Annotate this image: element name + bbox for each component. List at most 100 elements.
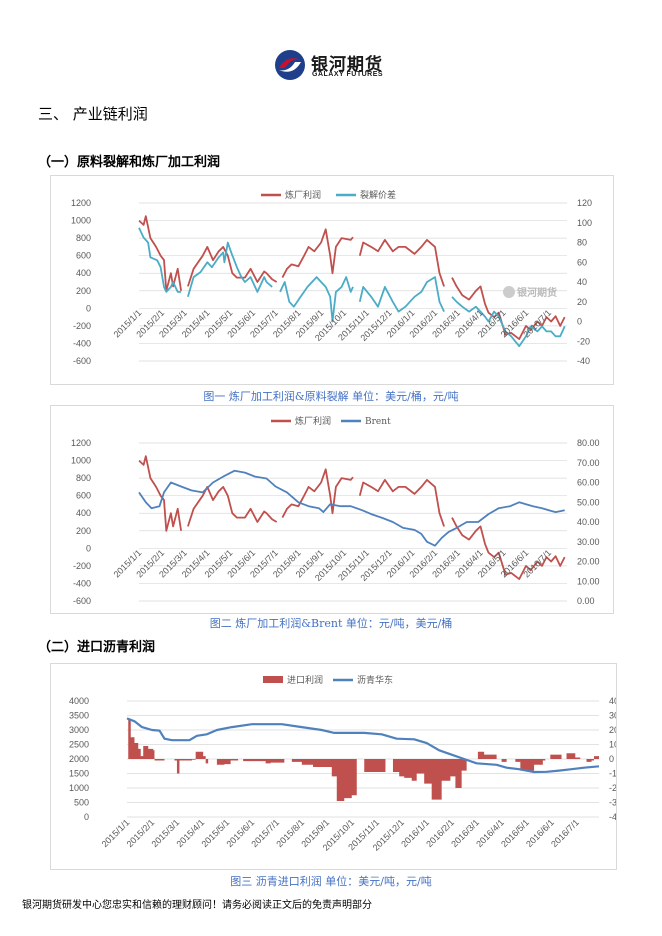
series-line-2 <box>451 296 566 348</box>
footer-disclaimer: 银河期货研发中心您忠实和信赖的理财顾问！请务必阅读正文后的免责声明部分 <box>22 900 372 911</box>
legend-label: 裂解价差 <box>360 189 396 201</box>
import-profit-bars <box>566 753 599 762</box>
y-right-tick-label: 0 <box>577 317 582 327</box>
y-left-tick-label: 1000 <box>71 216 91 226</box>
y-left-tick-label: 600 <box>76 251 91 261</box>
y-left-tick-label: 3000 <box>69 725 89 735</box>
y-left-tick-label: 0 <box>84 812 89 822</box>
watermark-text: 银河期货 <box>517 286 557 299</box>
series-line-1 <box>138 455 182 532</box>
y-left-tick-label: 1200 <box>71 438 91 448</box>
section-title: 三、 产业链利润 <box>38 105 148 123</box>
chart-3-box: 4000350030002500200015001000500040030020… <box>50 663 627 870</box>
y-left-tick-label: 1200 <box>71 198 91 208</box>
import-profit-bars <box>243 759 285 764</box>
series-line-1 <box>138 215 182 292</box>
import-profit-bars <box>477 751 507 762</box>
y-left-tick-label: -400 <box>73 578 91 588</box>
y-right-tick-label: 60.00 <box>577 478 600 488</box>
legend-label: 进口利润 <box>287 674 323 686</box>
subsection-title-2: （二）进口沥青利润 <box>38 640 156 655</box>
legend-label: Brent <box>365 417 391 427</box>
y-right-tick-label: 30.00 <box>577 537 600 547</box>
y-left-tick-label: 1500 <box>69 769 89 779</box>
y-left-tick-label: 200 <box>76 526 91 536</box>
y-right-tick-label: 80.00 <box>577 438 600 448</box>
y-right-tick-label: 200 <box>609 725 616 735</box>
y-left-tick-label: 400 <box>76 268 91 278</box>
y-right-tick-label: 20 <box>577 297 587 307</box>
y-left-tick-label: 800 <box>76 233 91 243</box>
series-line-1 <box>358 239 445 287</box>
series-line-2 <box>126 717 600 774</box>
chart-3-caption: 图三 沥青进口利润 单位：美元/吨，元/吨 <box>230 875 432 888</box>
series-line-2 <box>138 469 565 547</box>
y-left-tick-label: 0 <box>86 303 91 313</box>
y-right-tick-label: 50.00 <box>577 497 600 507</box>
y-right-tick-label: -40 <box>577 356 590 366</box>
galaxy-futures-logo: 银河期货 GALAXY FUTURES <box>273 48 403 82</box>
import-profit-bars <box>216 759 239 765</box>
series-line-1 <box>451 517 566 581</box>
chart-3-asphalt-import: 4000350030002500200015001000500040030020… <box>69 674 627 853</box>
series-line-1 <box>281 468 354 519</box>
y-left-tick-label: 600 <box>76 491 91 501</box>
y-right-tick-label: 60 <box>577 257 587 267</box>
import-profit-bars <box>364 759 386 773</box>
import-profit-bars <box>128 719 165 761</box>
y-right-tick-label: 40.00 <box>577 517 600 527</box>
series-line-1 <box>187 246 278 287</box>
y-left-tick-label: 4000 <box>69 696 89 706</box>
series-line-2 <box>187 241 273 298</box>
y-right-tick-label: 0 <box>609 754 614 764</box>
y-left-tick-label: 500 <box>74 798 89 808</box>
y-right-tick-label: -100 <box>609 769 616 779</box>
y-left-tick-label: -200 <box>73 321 91 331</box>
series-line-1 <box>281 228 354 279</box>
y-right-tick-label: -20 <box>577 336 590 346</box>
legend-label: 沥青华东 <box>357 674 393 686</box>
y-right-tick-label: 100 <box>609 740 616 750</box>
series-line-2 <box>358 276 445 313</box>
y-right-tick-label: 80 <box>577 238 587 248</box>
import-profit-bars <box>291 759 357 802</box>
subsection-title-1: （一）原料裂解和炼厂加工利润 <box>38 155 221 170</box>
y-right-tick-label: 120 <box>577 198 592 208</box>
series-line-2 <box>279 276 354 323</box>
series-line-1 <box>358 479 445 527</box>
y-right-tick-label: 70.00 <box>577 458 600 468</box>
chart-1-caption: 图一 炼厂加工利润&原料裂解 单位：美元/桶，元/吨 <box>203 390 459 403</box>
logo-en-text: GALAXY FUTURES <box>312 71 384 78</box>
y-left-tick-label: 1000 <box>71 456 91 466</box>
y-right-tick-label: -400 <box>609 812 616 822</box>
y-right-tick-label: 0.00 <box>577 596 595 606</box>
x-tick-label: 2016/7/1 <box>549 817 581 849</box>
y-left-tick-label: 2500 <box>69 740 89 750</box>
import-profit-bars <box>515 757 546 771</box>
y-right-tick-label: 100 <box>577 218 592 228</box>
chart-2-box: 1200 1000 800 600 400 200 0 -200 -400 -600 80.00 70… <box>50 405 614 614</box>
series-line-2 <box>138 227 182 293</box>
y-right-tick-label: -200 <box>609 783 616 793</box>
y-left-tick-label: 3500 <box>69 711 89 721</box>
y-left-tick-label: 1000 <box>69 783 89 793</box>
import-profit-bars <box>392 759 467 800</box>
y-left-tick-label: 400 <box>76 508 91 518</box>
y-left-tick-label: -200 <box>73 561 91 571</box>
chart-2-caption: 图二 炼厂加工利润&Brent 单位：元/吨，美元/桶 <box>209 617 453 630</box>
y-right-tick-label: -300 <box>609 798 616 808</box>
legend-label: 炼厂利润 <box>295 415 331 427</box>
y-left-tick-label: 2000 <box>69 754 89 764</box>
logo-emblem-icon <box>275 50 305 80</box>
chart-1-box: 1200 1000 800 600 400 200 0 -200 -40 0 -600 120 100 8… <box>50 175 614 385</box>
y-right-tick-label: 40 <box>577 277 587 287</box>
y-left-tick-label: -600 <box>73 596 91 606</box>
import-profit-bars <box>174 751 209 774</box>
y-left-tick-label: 200 <box>76 286 91 296</box>
y-left-tick-label: -600 <box>73 356 91 366</box>
legend-label: 炼厂利润 <box>285 189 321 201</box>
y-left-tick-label: 800 <box>76 473 91 483</box>
logo-cn-text: 银河期货 <box>311 55 383 75</box>
import-profit-bars <box>550 754 562 759</box>
